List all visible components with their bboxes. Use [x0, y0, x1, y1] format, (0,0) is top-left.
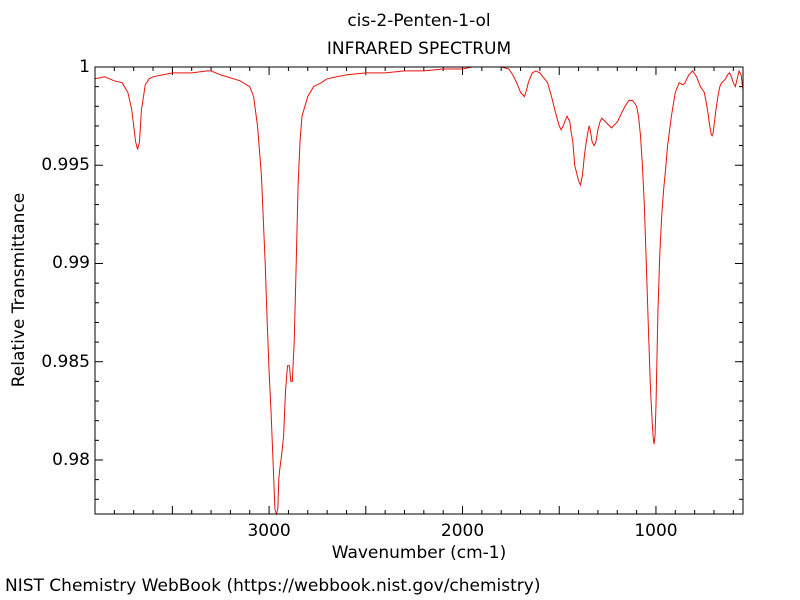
x-tick-label: 1000: [634, 521, 678, 541]
chart-subtitle: INFRARED SPECTRUM: [326, 39, 512, 59]
y-tick-label: 0.995: [41, 155, 90, 176]
y-axis-label: Relative Transmittance: [9, 192, 29, 388]
y-tick-label: 0.98: [52, 449, 90, 470]
y-tick-label: 0.99: [52, 253, 90, 274]
x-tick-label: 2000: [440, 521, 485, 541]
x-axis-label: Wavenumber (cm-1): [331, 543, 507, 563]
y-axis-ticks: [95, 66, 743, 500]
chart-title: cis-2-Penten-1-ol: [347, 11, 491, 31]
spectrum-line: [94, 66, 744, 516]
y-tick-label: 1: [79, 57, 90, 77]
plot-frame: [94, 66, 744, 515]
x-axis-ticks: [113, 67, 734, 514]
y-tick-label: 0.985: [41, 351, 90, 372]
x-tick-label: 3000: [247, 521, 291, 541]
source-credit: NIST Chemistry WebBook (https://webbook.…: [5, 576, 541, 596]
